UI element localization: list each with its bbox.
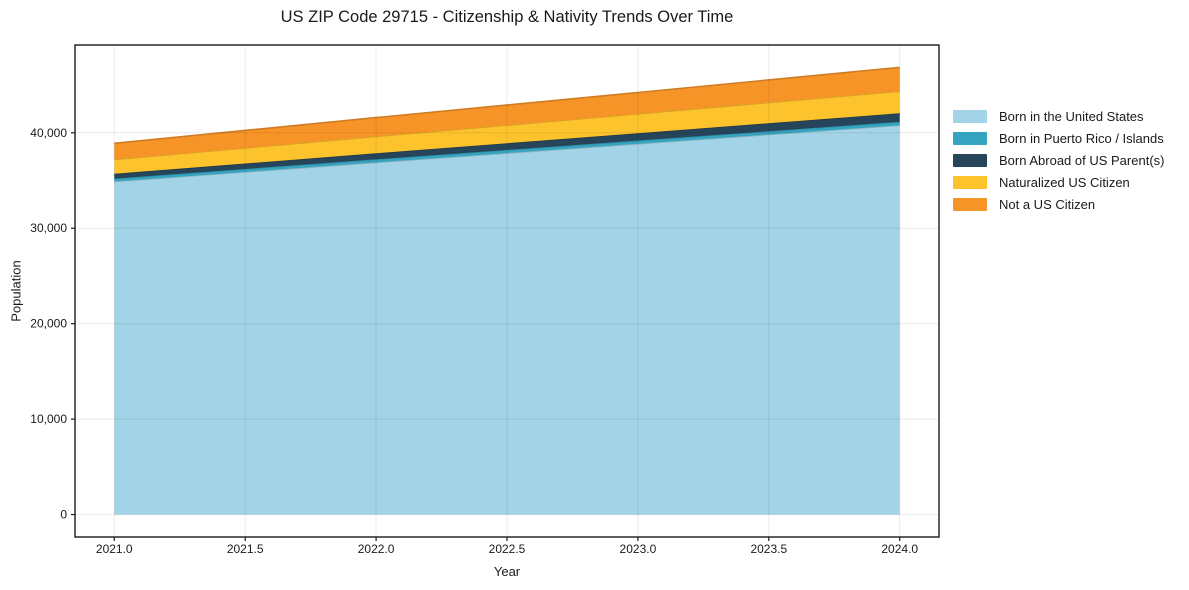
- legend-label: Not a US Citizen: [999, 196, 1096, 212]
- area-edge-not-a-us-citizen: [114, 66, 900, 145]
- area-born-abroad-of-us-parent-s: [114, 113, 900, 179]
- legend-swatch: [953, 175, 987, 189]
- legend-item-born-in-the-united-states: Born in the United States: [953, 105, 1164, 127]
- legend-swatch: [953, 131, 987, 145]
- y-tick-label: 20,000: [30, 317, 67, 331]
- y-axis-label: Population: [8, 260, 24, 322]
- y-tick-label: 30,000: [30, 221, 67, 235]
- x-tick-label: 2021.5: [227, 542, 264, 556]
- x-tick-label: 2023.5: [750, 542, 787, 556]
- area-not-a-us-citizen: [114, 67, 900, 160]
- legend-item-born-in-puerto-rico-islands: Born in Puerto Rico / Islands: [953, 127, 1164, 149]
- x-tick-label: 2022.0: [358, 542, 395, 556]
- x-tick-label: 2023.0: [620, 542, 657, 556]
- legend-item-naturalized-us-citizen: Naturalized US Citizen: [953, 171, 1164, 193]
- legend-label: Born in Puerto Rico / Islands: [999, 130, 1164, 146]
- area-born-in-the-united-states: [114, 125, 900, 515]
- x-tick-label: 2024.0: [881, 542, 918, 556]
- legend-label: Naturalized US Citizen: [999, 174, 1130, 190]
- legend-swatch: [953, 153, 987, 167]
- x-tick-label: 2021.0: [96, 542, 133, 556]
- y-tick-label: 40,000: [30, 126, 67, 140]
- legend-item-not-a-us-citizen: Not a US Citizen: [953, 193, 1164, 215]
- area-naturalized-us-citizen: [114, 91, 900, 174]
- legend-label: Born in the United States: [999, 108, 1144, 124]
- legend: Born in the United States Born in Puerto …: [953, 105, 1164, 215]
- chart-title: US ZIP Code 29715 - Citizenship & Nativi…: [280, 8, 734, 26]
- y-tick-label: 10,000: [30, 412, 67, 426]
- x-axis-label: Year: [493, 564, 521, 579]
- legend-swatch: [953, 109, 987, 123]
- legend-swatch: [953, 197, 987, 211]
- y-tick-label: 0: [60, 508, 67, 522]
- area-born-in-puerto-rico-islands: [114, 121, 900, 182]
- legend-item-born-abroad-of-us-parent-s: Born Abroad of US Parent(s): [953, 149, 1164, 171]
- legend-label: Born Abroad of US Parent(s): [999, 152, 1165, 168]
- x-tick-label: 2022.5: [489, 542, 526, 556]
